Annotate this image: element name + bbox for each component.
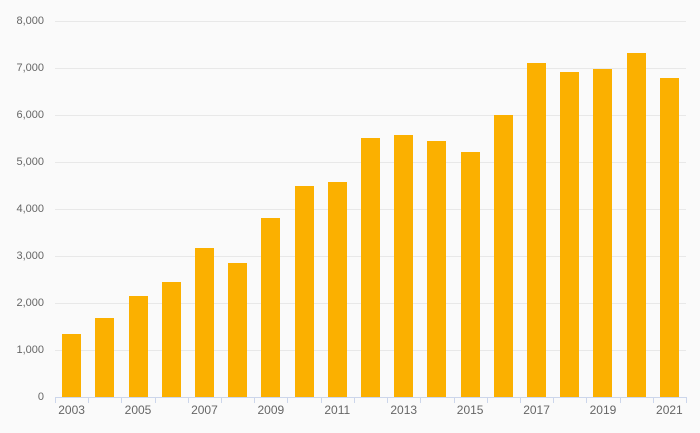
x-axis-tick <box>188 397 189 403</box>
x-axis-tick <box>221 397 222 403</box>
bar-2019[interactable] <box>593 68 613 397</box>
x-axis-label: 2009 <box>257 403 285 417</box>
bar-2021[interactable] <box>659 78 679 397</box>
x-axis-tick <box>287 397 288 403</box>
x-axis-tick <box>553 397 554 403</box>
bar-2008[interactable] <box>228 263 248 397</box>
bar-2010[interactable] <box>294 185 314 397</box>
y-axis-label: 0 <box>37 391 44 403</box>
bar-2011[interactable] <box>327 181 347 397</box>
x-axis-tick <box>121 397 122 403</box>
x-axis-tick <box>55 397 56 403</box>
y-axis-label: 8,000 <box>16 15 44 27</box>
y-axis-label: 7,000 <box>16 62 44 74</box>
x-axis-label: 2003 <box>58 403 85 417</box>
bar-2005[interactable] <box>128 295 148 397</box>
y-axis-label: 1,000 <box>16 344 44 356</box>
bar-2020[interactable] <box>626 53 646 397</box>
x-axis-label: 2005 <box>124 403 152 417</box>
x-axis-label: 2007 <box>191 403 218 417</box>
x-axis-tick <box>686 397 687 403</box>
x-axis-tick <box>387 397 388 403</box>
x-axis-tick <box>620 397 621 403</box>
y-axis-label: 5,000 <box>16 156 44 168</box>
x-axis-tick <box>487 397 488 403</box>
x-axis-label: 2013 <box>390 403 418 417</box>
x-axis-tick <box>586 397 587 403</box>
x-axis-label: 2021 <box>656 403 683 417</box>
bar-2009[interactable] <box>261 218 281 397</box>
bar-2013[interactable] <box>394 135 414 397</box>
x-axis-tick <box>254 397 255 403</box>
bar-2016[interactable] <box>493 115 513 397</box>
x-axis-tick <box>88 397 89 403</box>
bar-2007[interactable] <box>194 248 214 397</box>
gridline <box>55 68 686 69</box>
y-axis-label: 6,000 <box>16 109 44 121</box>
y-axis-label: 2,000 <box>16 297 44 309</box>
bar-2006[interactable] <box>161 281 181 397</box>
x-axis-label: 2011 <box>324 403 351 417</box>
bar-2004[interactable] <box>95 318 115 397</box>
x-axis-label: 2015 <box>456 403 484 417</box>
gridline <box>55 115 686 116</box>
bar-2012[interactable] <box>361 138 380 397</box>
bar-2014[interactable] <box>427 140 447 397</box>
x-axis-tick <box>653 397 654 403</box>
x-axis-label: 2017 <box>523 403 550 417</box>
x-axis-tick <box>520 397 521 403</box>
gridline <box>55 21 686 22</box>
bar-2018[interactable] <box>560 71 580 397</box>
bar-2015[interactable] <box>460 152 480 397</box>
y-axis-label: 4,000 <box>16 203 44 215</box>
x-axis-tick <box>155 397 156 403</box>
x-axis-tick <box>354 397 355 403</box>
y-axis-label: 3,000 <box>16 250 44 262</box>
x-axis-tick <box>321 397 322 403</box>
bar-2017[interactable] <box>527 62 547 397</box>
bar-2003[interactable] <box>62 334 82 397</box>
x-axis-tick <box>420 397 421 403</box>
x-axis-label: 2019 <box>589 403 617 417</box>
x-axis-tick <box>454 397 455 403</box>
x-axis-line <box>55 397 687 398</box>
